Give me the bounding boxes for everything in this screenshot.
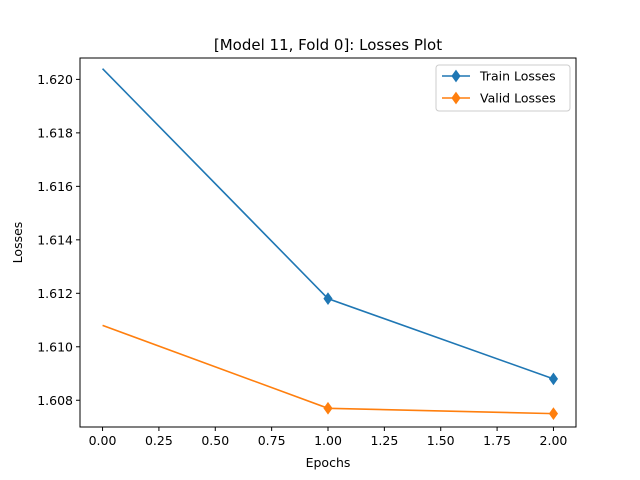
series-layer (101, 68, 559, 420)
legend-marker-1 (451, 91, 461, 105)
y-axis-ticks: 1.608 1.610 1.612 1.614 1.616 1.618 1.620 (37, 72, 80, 408)
x-axis-ticks: 0.00 0.25 0.50 0.75 1.00 1.25 1.50 1.75 2.00 (89, 427, 568, 448)
x-tick-label: 1.25 (370, 433, 398, 448)
chart-title: [Model 11, Fold 0]: Losses Plot (214, 36, 442, 54)
y-tick-label: 1.608 (37, 393, 73, 408)
x-tick-label: 0.00 (89, 433, 117, 448)
x-tick-label: 2.00 (540, 433, 568, 448)
x-tick-label: 1.75 (483, 433, 511, 448)
x-tick-label: 0.75 (258, 433, 286, 448)
x-tick-label: 1.50 (427, 433, 455, 448)
x-axis-label: Epochs (306, 455, 351, 470)
y-axis-label: Losses (10, 222, 25, 264)
series-point-1 (548, 407, 559, 420)
x-tick-label: 1.00 (314, 433, 342, 448)
y-tick-label: 1.620 (37, 72, 73, 87)
legend-label-1: Valid Losses (480, 91, 556, 106)
series-point-1 (323, 401, 333, 415)
y-tick-label: 1.614 (37, 232, 73, 247)
y-tick-label: 1.612 (37, 286, 73, 301)
x-tick-label: 0.50 (201, 433, 229, 448)
y-tick-label: 1.610 (37, 339, 73, 354)
y-tick-label: 1.618 (37, 125, 73, 140)
plot-area-frame (79, 57, 577, 428)
legend-label-0: Train Losses (479, 69, 556, 84)
y-tick-label: 1.616 (37, 179, 73, 194)
legend: Train Losses Valid Losses (435, 64, 571, 112)
series-point-0 (548, 372, 559, 386)
series-point-0 (323, 292, 333, 306)
x-tick-label: 0.25 (145, 433, 173, 448)
legend-marker-0 (451, 69, 461, 83)
